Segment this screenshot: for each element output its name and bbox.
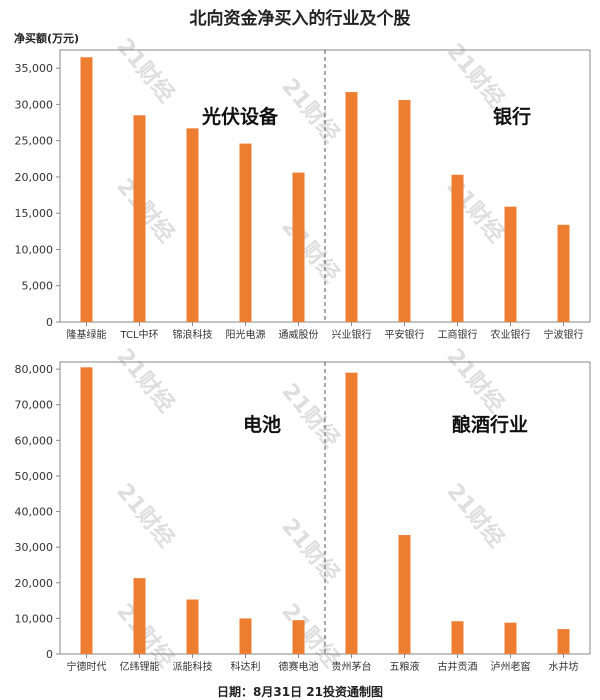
group-label: 银行 bbox=[493, 105, 531, 128]
bar bbox=[557, 224, 570, 322]
x-category-label: 水井坊 bbox=[549, 660, 579, 673]
y-tick-label: 0 bbox=[46, 316, 53, 329]
y-tick-label: 20,000 bbox=[15, 577, 54, 590]
y-tick-label: 5,000 bbox=[22, 280, 54, 293]
x-category-label: 五粮液 bbox=[390, 660, 420, 673]
watermark-text: 21财经 bbox=[276, 514, 344, 588]
y-tick-label: 60,000 bbox=[15, 434, 54, 447]
x-category-label: 锦浪科技 bbox=[173, 328, 213, 341]
x-category-label: 贵州茅台 bbox=[332, 660, 372, 673]
x-category-label: 通威股份 bbox=[279, 328, 319, 341]
watermark-text: 21财经 bbox=[276, 379, 344, 453]
group-label: 光伏设备 bbox=[201, 105, 279, 128]
x-category-label: 阳光电源 bbox=[226, 328, 266, 341]
watermark-text: 21财经 bbox=[111, 479, 179, 553]
y-tick-label: 30,000 bbox=[15, 541, 54, 554]
bar bbox=[292, 620, 305, 654]
bar bbox=[398, 535, 411, 654]
y-axis-unit-label: 净买额(万元) bbox=[14, 32, 80, 45]
watermark-text: 21财经 bbox=[111, 344, 179, 418]
x-category-label: 派能科技 bbox=[173, 660, 213, 673]
y-tick-label: 50,000 bbox=[15, 470, 54, 483]
bar bbox=[398, 100, 411, 322]
x-category-label: 隆基绿能 bbox=[67, 328, 107, 341]
chart-title: 北向资金净买入的行业及个股 bbox=[189, 9, 411, 29]
bar bbox=[80, 367, 93, 654]
x-category-label: 宁德时代 bbox=[67, 660, 107, 673]
bar bbox=[133, 578, 146, 654]
x-category-label: 亿纬锂能 bbox=[120, 660, 160, 673]
bar bbox=[186, 599, 199, 654]
y-tick-label: 0 bbox=[46, 648, 53, 661]
y-tick-label: 80,000 bbox=[15, 363, 54, 376]
y-tick-label: 70,000 bbox=[15, 399, 54, 412]
x-category-label: 兴业银行 bbox=[332, 328, 372, 341]
x-category-label: 科达利 bbox=[231, 660, 261, 673]
bar bbox=[345, 92, 358, 322]
bar bbox=[451, 621, 464, 654]
x-category-label: 古井贡酒 bbox=[438, 660, 478, 673]
bar bbox=[80, 57, 93, 323]
bar bbox=[504, 206, 517, 322]
bar bbox=[133, 115, 146, 322]
y-tick-label: 10,000 bbox=[15, 243, 54, 256]
x-category-label: 平安银行 bbox=[385, 328, 425, 341]
bar bbox=[239, 143, 252, 322]
y-tick-label: 10,000 bbox=[15, 612, 54, 625]
watermark-text: 21财经 bbox=[111, 34, 179, 108]
watermark-text: 21财经 bbox=[276, 74, 344, 148]
x-category-label: 宁波银行 bbox=[544, 328, 584, 341]
x-category-label: 德赛电池 bbox=[279, 660, 319, 673]
group-label: 电池 bbox=[243, 413, 281, 436]
bar bbox=[292, 172, 305, 322]
watermark-text: 21财经 bbox=[441, 344, 509, 418]
y-tick-label: 40,000 bbox=[15, 506, 54, 519]
bar bbox=[557, 629, 570, 654]
y-tick-label: 35,000 bbox=[15, 62, 54, 75]
y-tick-label: 20,000 bbox=[15, 171, 54, 184]
watermark-text: 21财经 bbox=[276, 214, 344, 288]
y-tick-label: 15,000 bbox=[15, 207, 54, 220]
bar bbox=[504, 622, 517, 654]
bar bbox=[186, 128, 199, 322]
bar bbox=[239, 618, 252, 654]
x-category-label: TCL中环 bbox=[119, 328, 158, 341]
y-tick-label: 25,000 bbox=[15, 135, 54, 148]
x-category-label: 泸州老窖 bbox=[491, 660, 531, 673]
y-tick-label: 30,000 bbox=[15, 98, 54, 111]
watermark-text: 21财经 bbox=[441, 479, 509, 553]
footer-note: 日期：8月31日 21投资通制图 bbox=[217, 685, 383, 699]
bar bbox=[345, 372, 358, 654]
bar bbox=[451, 174, 464, 322]
group-label: 酿酒行业 bbox=[452, 413, 528, 436]
x-category-label: 农业银行 bbox=[491, 328, 531, 341]
x-category-label: 工商银行 bbox=[438, 328, 478, 341]
